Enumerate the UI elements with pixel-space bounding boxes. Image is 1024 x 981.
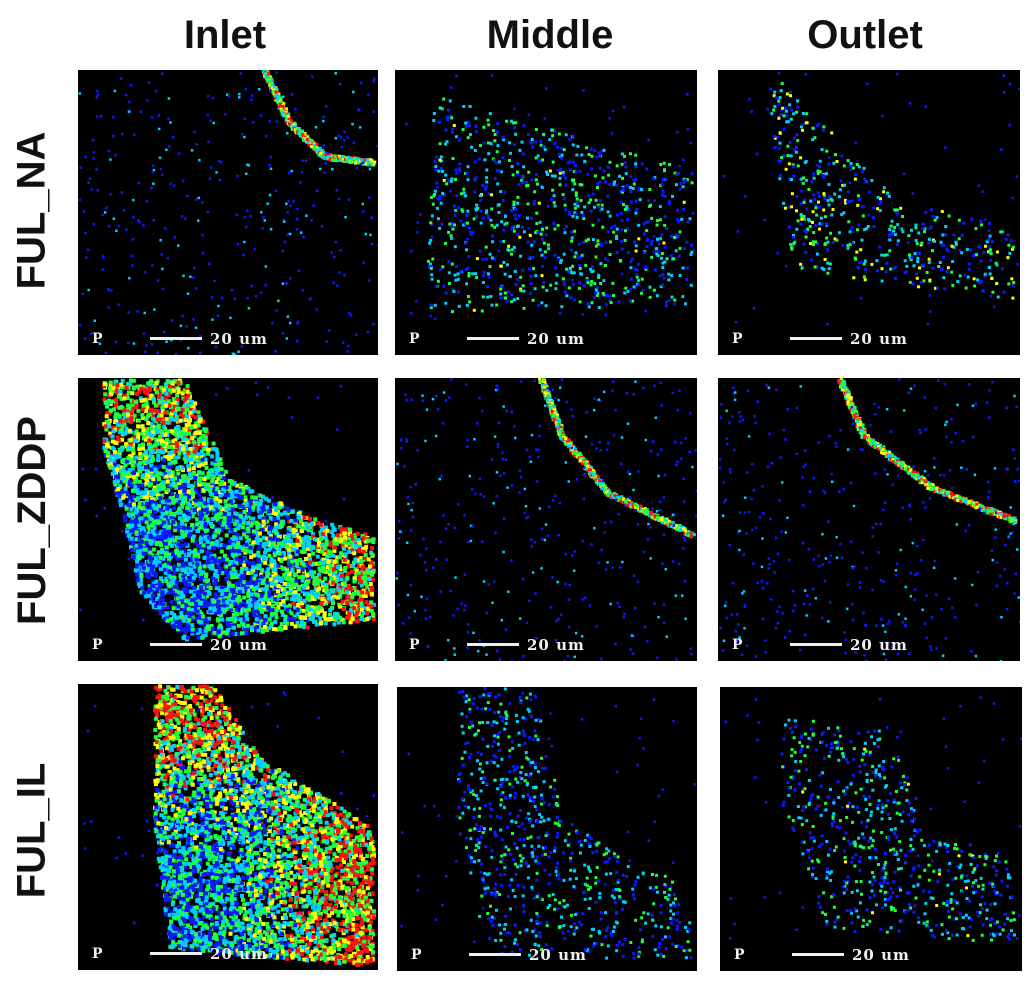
panel-element-label: P bbox=[92, 331, 103, 347]
element-map bbox=[724, 696, 1022, 942]
element-map bbox=[723, 71, 1020, 326]
scale-bar bbox=[790, 643, 842, 646]
panel-element-label: P bbox=[409, 331, 420, 347]
scale-bar bbox=[150, 643, 202, 646]
element-map bbox=[83, 684, 376, 967]
scale-bar bbox=[150, 337, 202, 340]
scale-bar bbox=[467, 643, 519, 646]
panel-element-label: P bbox=[732, 637, 743, 653]
panel-element-label: P bbox=[732, 331, 743, 347]
panel-element-label: P bbox=[734, 947, 745, 963]
element-map bbox=[400, 687, 696, 960]
micrograph-ful-zddp-inlet: P 20 um bbox=[78, 378, 378, 661]
scale-bar-label: 20 um bbox=[210, 330, 268, 348]
scale-bar bbox=[792, 953, 844, 956]
micrograph-ful-il-inlet: P 20 um bbox=[78, 684, 378, 970]
scale-bar-label: 20 um bbox=[529, 946, 587, 964]
scale-bar-label: 20 um bbox=[527, 636, 585, 654]
micrograph-ful-zddp-middle: P 20 um bbox=[395, 378, 697, 661]
panel-element-label: P bbox=[411, 947, 422, 963]
column-header-outlet: Outlet bbox=[807, 13, 923, 57]
row-label-ful-il: FUL_IL bbox=[9, 762, 54, 898]
scale-bar-label: 20 um bbox=[210, 636, 268, 654]
element-map bbox=[395, 378, 697, 661]
scale-bar bbox=[467, 337, 519, 340]
micrograph-ful-il-middle: P 20 um bbox=[397, 687, 697, 971]
element-map bbox=[79, 378, 376, 642]
scale-bar-label: 20 um bbox=[210, 945, 268, 963]
scale-bar bbox=[469, 953, 521, 956]
panel-element-label: P bbox=[409, 637, 420, 653]
element-map bbox=[405, 74, 695, 320]
scale-bar-label: 20 um bbox=[852, 946, 910, 964]
row-label-ful-na: FUL_NA bbox=[9, 131, 54, 289]
column-header-middle: Middle bbox=[486, 13, 614, 57]
scale-bar-label: 20 um bbox=[527, 330, 585, 348]
scale-bar bbox=[150, 952, 202, 955]
scale-bar-label: 20 um bbox=[850, 330, 908, 348]
micrograph-ful-zddp-outlet: P 20 um bbox=[718, 378, 1020, 661]
panel-element-label: P bbox=[92, 637, 103, 653]
scale-bar-label: 20 um bbox=[850, 636, 908, 654]
micrograph-ful-na-middle: P 20 um bbox=[395, 70, 697, 355]
micrograph-ful-na-outlet: P 20 um bbox=[718, 70, 1020, 355]
row-label-ful-zddp: FUL_ZDDP bbox=[9, 415, 54, 625]
scale-bar bbox=[790, 337, 842, 340]
element-map bbox=[718, 378, 1020, 661]
micrograph-ful-il-outlet: P 20 um bbox=[720, 687, 1022, 971]
element-map bbox=[78, 70, 378, 355]
panel-element-label: P bbox=[92, 946, 103, 962]
column-header-inlet: Inlet bbox=[183, 13, 267, 57]
micrograph-ful-na-inlet: P 20 um bbox=[78, 70, 378, 355]
